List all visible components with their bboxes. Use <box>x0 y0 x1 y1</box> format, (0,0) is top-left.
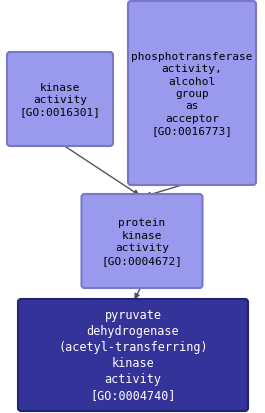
FancyBboxPatch shape <box>7 53 113 147</box>
FancyBboxPatch shape <box>18 299 248 411</box>
FancyBboxPatch shape <box>82 195 202 288</box>
FancyBboxPatch shape <box>128 2 256 185</box>
Text: phosphotransferase
activity,
alcohol
group
as
acceptor
[GO:0016773]: phosphotransferase activity, alcohol gro… <box>131 52 253 136</box>
Text: pyruvate
dehydrogenase
(acetyl-transferring)
kinase
activity
[GO:0004740]: pyruvate dehydrogenase (acetyl-transferr… <box>58 309 208 401</box>
Text: kinase
activity
[GO:0016301]: kinase activity [GO:0016301] <box>20 83 100 117</box>
Text: protein
kinase
activity
[GO:0004672]: protein kinase activity [GO:0004672] <box>101 218 183 265</box>
